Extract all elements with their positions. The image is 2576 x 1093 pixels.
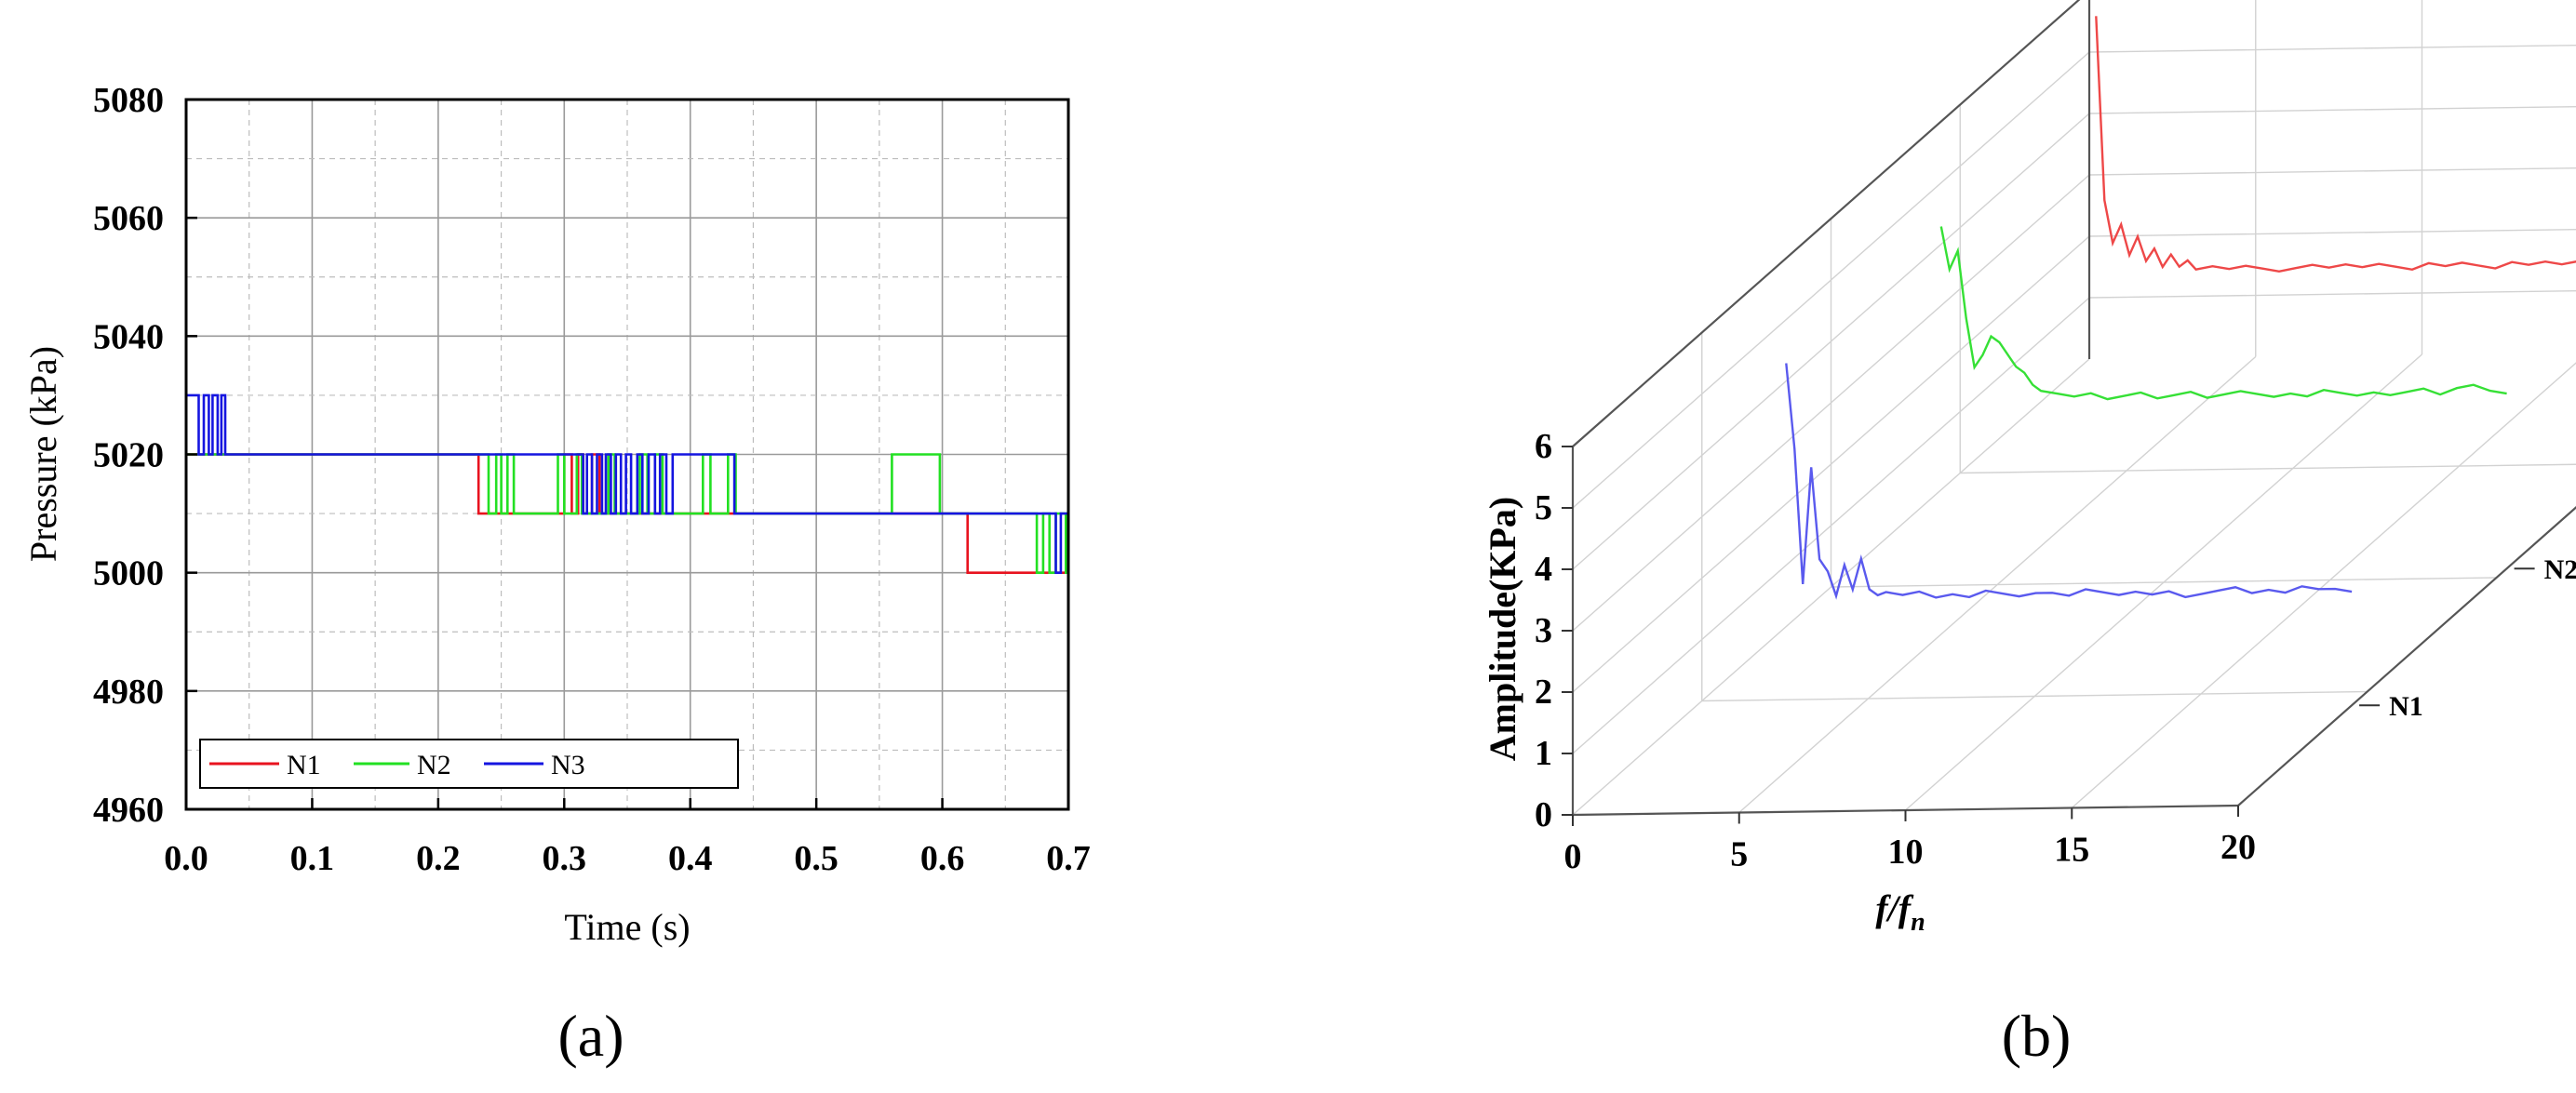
x-axis-title-b: f/fn: [1875, 887, 1925, 937]
x-tick-label: 0.7: [1046, 839, 1091, 878]
legend-label-n1: N1: [287, 750, 321, 780]
y-tick-label: 4980: [93, 673, 164, 712]
gridline-3d: [1701, 690, 2368, 702]
series-label-b-n2: N2: [2544, 554, 2576, 585]
y-tick-labels-a: 4960 4980 5000 5020 5040 5060 5080: [93, 81, 164, 830]
series-lines-a: [186, 393, 1068, 574]
z-tick-label-b: 3: [1535, 611, 1552, 650]
z-tick-label-b: 5: [1535, 488, 1552, 527]
x-tick-label: 0.6: [920, 839, 965, 878]
z-tick-label-b: 4: [1535, 550, 1552, 589]
gridline-3d: [1831, 577, 2497, 588]
x-tick-label: 0.2: [416, 839, 461, 878]
x-tick-label-b: 0: [1564, 837, 1582, 876]
z-tick-label-b: 1: [1535, 734, 1552, 773]
axes-frame-b: [1562, 0, 2576, 826]
y-axis-title-a: Pressure (kPa): [22, 346, 64, 562]
y-tick-label: 5080: [93, 81, 164, 120]
y-tick-label: 5060: [93, 199, 164, 238]
z-tick-label-b: 0: [1535, 795, 1552, 834]
z-tick-labels-b: 0 1 2 3 4 5 6: [1535, 427, 1552, 834]
x-tick-label-b: 10: [1888, 833, 1924, 872]
panel-a-time-history: 0.0 0.1 0.2 0.3 0.4 0.5 0.6 0.7 4960 4980 5000 502…: [22, 81, 1091, 1069]
z-tick-label-b: 2: [1535, 673, 1552, 712]
x-axis-title-b-subscript: n: [1911, 908, 1925, 937]
gridline-3d: [2088, 105, 2576, 114]
series-label-b-n1: N1: [2389, 691, 2423, 722]
axis-edge: [1572, 0, 2081, 447]
x-tick-labels-a: 0.0 0.1 0.2 0.3 0.4 0.5 0.6 0.7: [164, 839, 1091, 878]
gridline-3d: [1960, 463, 2576, 474]
x-tick-label: 0.1: [290, 839, 335, 878]
x-tick-label-b: 20: [2220, 828, 2256, 867]
panel-label-a: (a): [557, 1003, 624, 1069]
x-tick-label: 0.5: [794, 839, 839, 878]
z-tick-label-b: 6: [1535, 427, 1552, 466]
x-tick-label: 0.3: [543, 839, 587, 878]
x-tick-label: 0.0: [164, 839, 208, 878]
gridline-3d: [2088, 228, 2576, 237]
gridline-3d: [2088, 44, 2576, 53]
x-tick-label-b: 5: [1730, 835, 1748, 874]
x-axis-title-b-main: f/f: [1875, 887, 1913, 929]
x-axis-title-a: Time (s): [564, 906, 690, 948]
legend-label-n3: N3: [551, 750, 585, 780]
series-depth-labels-b: N3N2N1: [2359, 554, 2576, 722]
series-line-n3: [186, 393, 1068, 574]
x-tick-label: 0.4: [668, 839, 713, 878]
ticks-a: [184, 98, 1070, 811]
y-tick-label: 5000: [93, 554, 164, 593]
axis-edge: [2237, 506, 2576, 806]
series-lines-b: [1785, 16, 2576, 600]
legend-box-a: [199, 739, 739, 789]
legend-a: N1 N2 N3: [199, 739, 739, 789]
series-line-b-n3: [2095, 16, 2576, 273]
series-line-b-n2: [1939, 226, 2507, 401]
series-line-b-n1: [1785, 363, 2353, 600]
gridline-3d: [2088, 289, 2576, 299]
y-tick-label: 5020: [93, 436, 164, 475]
panel-label-b: (b): [2002, 1003, 2072, 1069]
y-tick-label: 4960: [93, 791, 164, 830]
gridline-3d: [2088, 167, 2576, 176]
x-tick-labels-b: 0 5 10 15 20: [1564, 828, 2257, 876]
z-axis-title-b: Amplitude(KPa): [1482, 497, 1523, 761]
x-tick-label-b: 15: [2054, 831, 2089, 870]
y-tick-label: 5040: [93, 317, 164, 356]
legend-label-n2: N2: [417, 750, 451, 780]
